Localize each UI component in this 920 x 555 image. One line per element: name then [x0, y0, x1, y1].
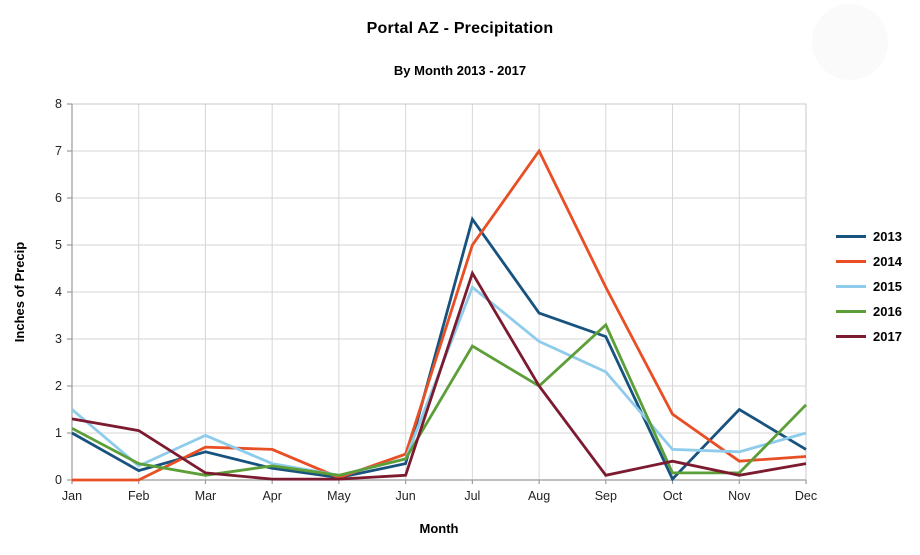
legend: 2013 2014 2015 2016 2017	[836, 224, 902, 349]
faint-watermark	[812, 4, 888, 80]
x-axis-title: Month	[419, 521, 459, 536]
x-tick-label: Mar	[195, 489, 217, 503]
x-tick-label: Feb	[128, 489, 150, 503]
axis-ticks	[67, 103, 807, 484]
legend-swatch-2015	[836, 285, 866, 288]
y-tick-label: 6	[55, 191, 62, 205]
chart-subtitle: By Month 2013 - 2017	[393, 63, 527, 78]
series-lines	[71, 148, 808, 482]
x-tick-label: Sep	[595, 489, 617, 503]
legend-label: 2014	[873, 254, 902, 269]
y-tick-label: 4	[55, 285, 62, 299]
x-tick-label: May	[327, 489, 351, 503]
series-line-2016	[71, 322, 808, 477]
series-line-2013	[71, 215, 807, 482]
legend-swatch-2016	[836, 310, 866, 313]
legend-item-2014: 2014	[836, 249, 902, 274]
gridlines	[72, 103, 807, 480]
legend-label: 2017	[873, 329, 902, 344]
y-tick-label: 7	[55, 144, 62, 158]
legend-swatch-2014	[836, 260, 866, 263]
x-tick-label: Nov	[728, 489, 751, 503]
series-line-2015	[71, 285, 807, 477]
chart-title: Portal AZ - Precipitation	[366, 20, 554, 37]
legend-item-2013: 2013	[836, 224, 902, 249]
x-tick-label: Aug	[528, 489, 550, 503]
legend-label: 2015	[873, 279, 902, 294]
x-tick-label: Jun	[396, 489, 416, 503]
y-tick-label: 2	[55, 379, 62, 393]
series-line-2014	[72, 148, 807, 482]
legend-swatch-2017	[836, 335, 866, 338]
y-tick-label: 8	[55, 97, 62, 111]
legend-item-2017: 2017	[836, 324, 902, 349]
legend-label: 2016	[873, 304, 902, 319]
legend-item-2015: 2015	[836, 274, 902, 299]
y-tick-label: 0	[55, 473, 62, 487]
x-tick-label: Apr	[262, 489, 281, 503]
x-tick-label: Jul	[464, 489, 480, 503]
tick-labels: 0 1 2 3 4 5 6 7 8 Jan Feb Mar Apr May Jun Jul Aug Sep Oct N…	[55, 97, 817, 503]
y-tick-label: 5	[55, 238, 62, 252]
legend-item-2016: 2016	[836, 299, 902, 324]
x-tick-label: Dec	[795, 489, 817, 503]
legend-swatch-2013	[836, 235, 866, 238]
legend-label: 2013	[873, 229, 902, 244]
x-tick-label: Jan	[62, 489, 82, 503]
y-axis-title: Inches of Precip	[12, 241, 27, 343]
x-tick-label: Oct	[663, 489, 683, 503]
y-tick-label: 1	[55, 426, 62, 440]
y-tick-label: 3	[55, 332, 62, 346]
series-line-2017	[71, 269, 807, 481]
